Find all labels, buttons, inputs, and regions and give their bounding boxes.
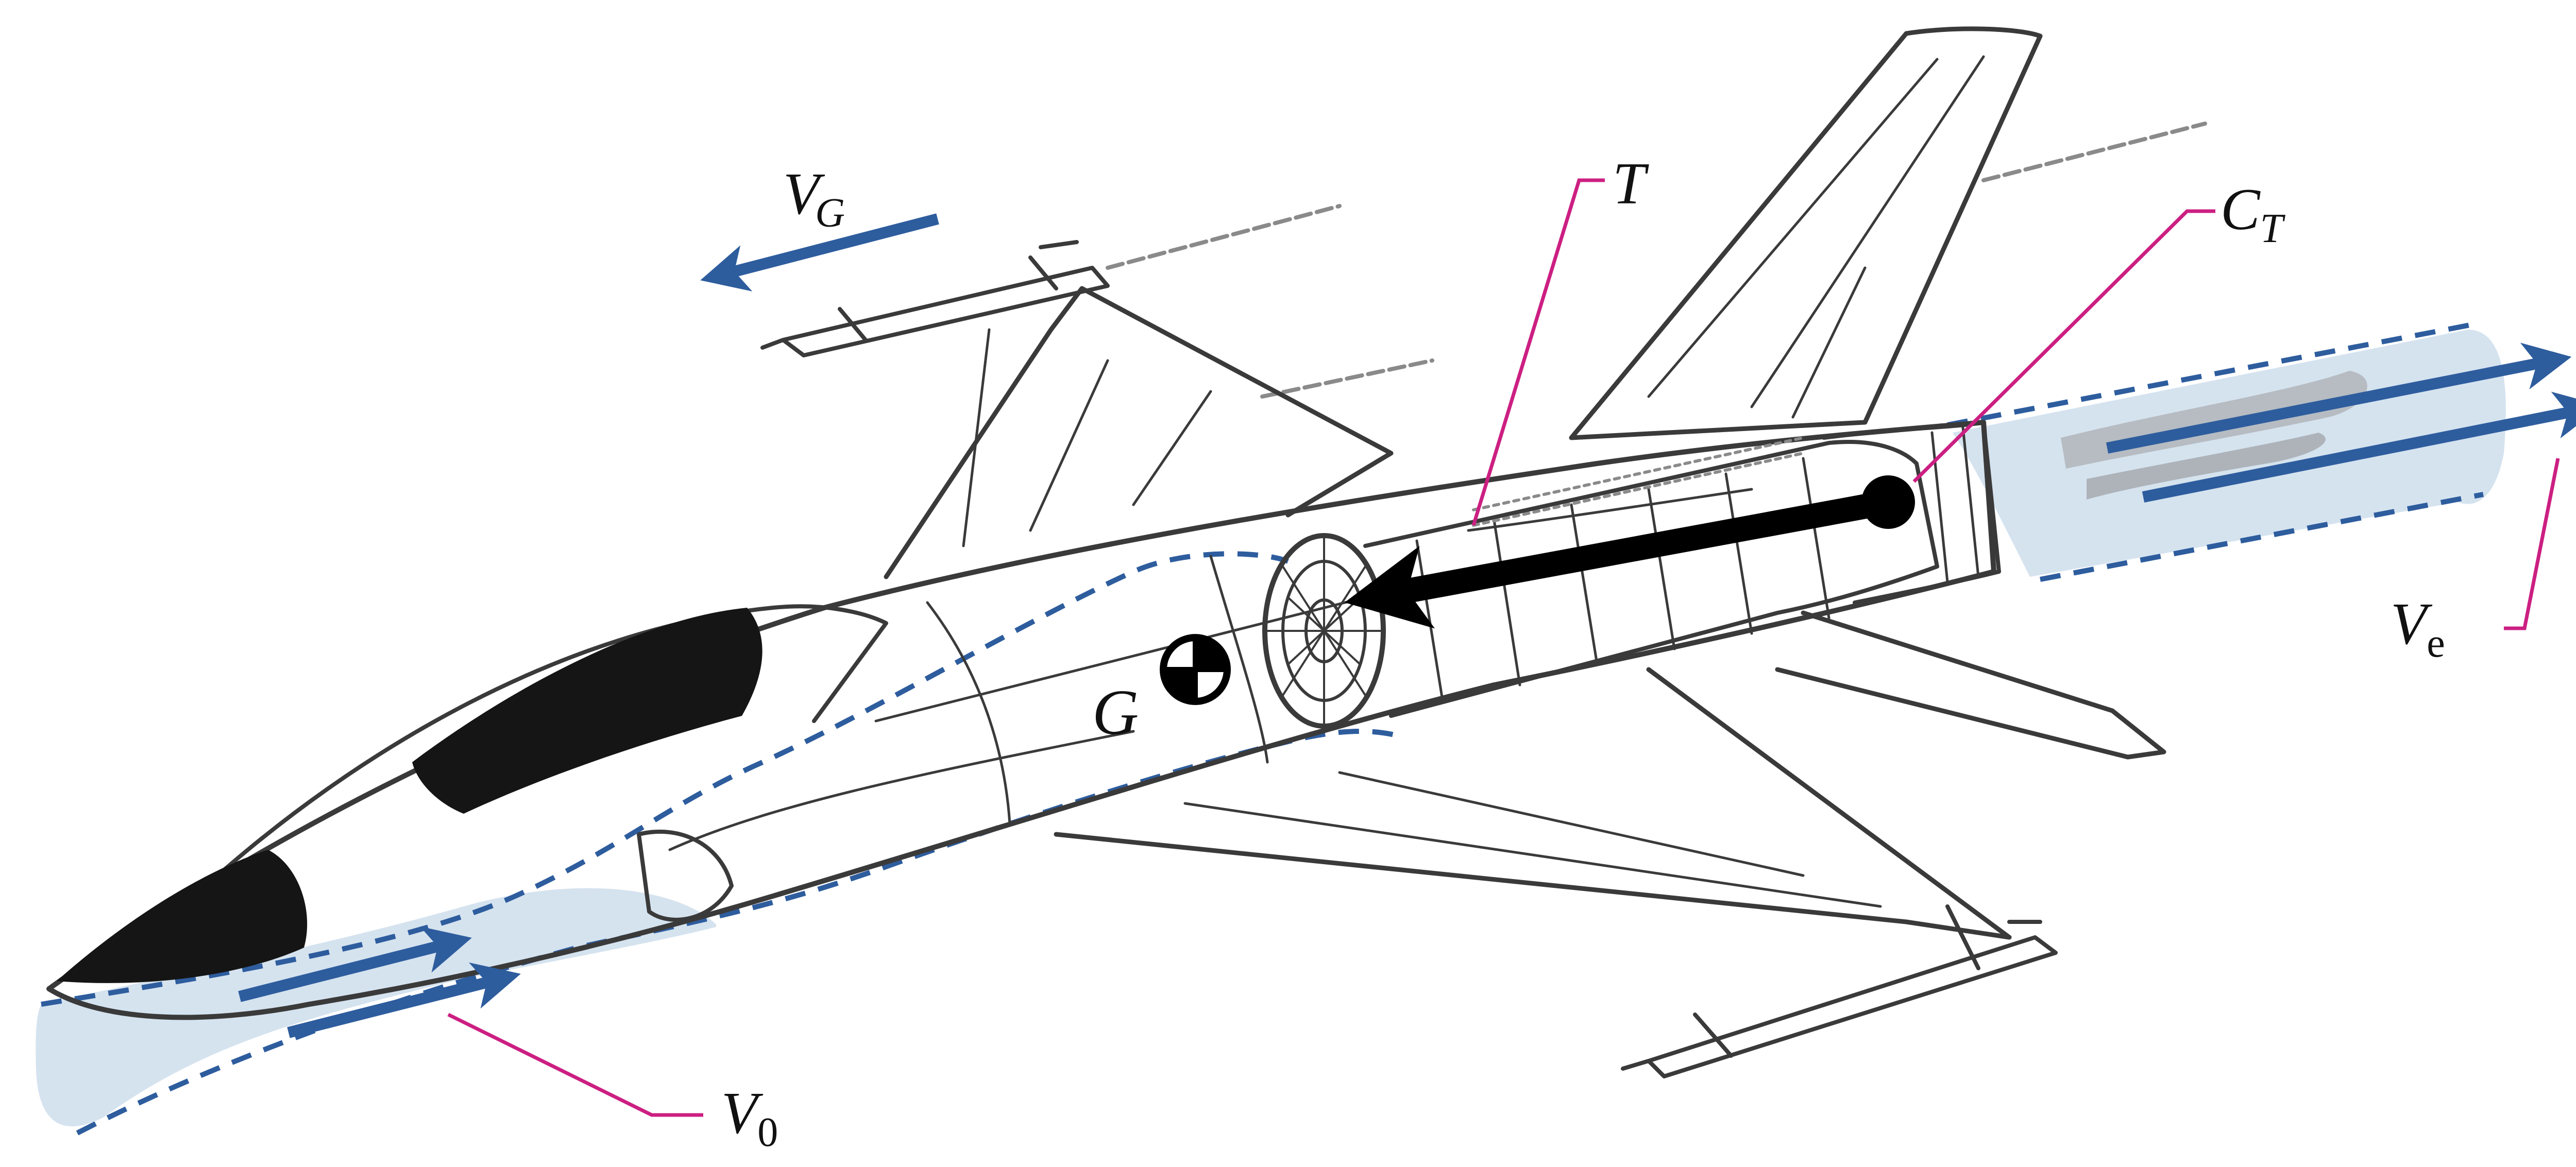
left-missile bbox=[760, 240, 1110, 357]
canopy-glass bbox=[412, 608, 762, 814]
thrust-center-leader bbox=[1912, 209, 2215, 483]
exhaust-plume-inner bbox=[2087, 433, 2326, 500]
exhaust-velocity-leader bbox=[2504, 458, 2560, 630]
thrust-vector-arrow bbox=[1344, 490, 1891, 629]
horizontal-tail bbox=[1775, 610, 2166, 760]
aircraft-drawing bbox=[46, 26, 2207, 1078]
ground-velocity-label: VG bbox=[783, 161, 845, 236]
speed-streak-1 bbox=[1106, 204, 1342, 270]
exhaust-nozzle bbox=[1822, 420, 2001, 605]
speed-streak-3 bbox=[1981, 122, 2207, 182]
inlet-flow-arrow-2 bbox=[287, 962, 521, 1038]
thrust-leader bbox=[1471, 178, 1605, 526]
exhaust-flow-arrow-1 bbox=[2106, 342, 2572, 454]
exhaust-lower-boundary bbox=[2040, 492, 2484, 582]
right-missile bbox=[1621, 904, 2058, 1078]
inlet-velocity-leader bbox=[447, 1012, 703, 1117]
left-wing-ribs bbox=[962, 328, 1212, 547]
streamtube-upper-boundary bbox=[41, 551, 1289, 1007]
air-intake bbox=[637, 829, 734, 922]
engine-hatching bbox=[1472, 436, 1805, 527]
nose-radome bbox=[57, 850, 308, 983]
inlet-flow-arrow-1 bbox=[238, 926, 472, 1002]
center-of-gravity-label: G bbox=[1092, 677, 1139, 748]
right-wing-ribs bbox=[1183, 771, 1882, 908]
thrust-center-label: CT bbox=[2221, 177, 2286, 251]
thrust-center-point bbox=[1861, 475, 1915, 529]
center-of-gravity-symbol bbox=[1160, 634, 1231, 705]
exhaust-upper-boundary bbox=[1947, 322, 2473, 427]
ground-velocity-arrow bbox=[700, 213, 939, 291]
nozzle-petals bbox=[1930, 426, 1980, 584]
vertical-tail bbox=[1569, 26, 2043, 440]
exhaust-flow-arrow-2 bbox=[2142, 391, 2576, 503]
left-wing bbox=[884, 286, 1394, 579]
vertical-tail-ribs bbox=[1647, 55, 1985, 419]
panel-lines bbox=[668, 555, 1367, 851]
exhaust-velocity-label: Ve bbox=[2391, 591, 2445, 666]
right-wing bbox=[1054, 667, 2012, 940]
engine-fan bbox=[1262, 533, 1386, 729]
leader-lines bbox=[447, 178, 2560, 1117]
inlet-stream-tube bbox=[36, 888, 716, 1127]
canopy-frame bbox=[204, 604, 888, 888]
engine-casing bbox=[1363, 440, 1939, 718]
thrust-label: T bbox=[1613, 151, 1649, 216]
inlet-velocity-label: V0 bbox=[721, 1080, 778, 1155]
speed-streak-2 bbox=[1260, 358, 1434, 399]
